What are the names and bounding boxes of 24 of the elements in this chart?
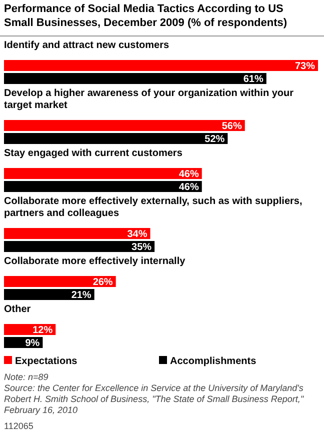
- chart-title: Performance of Social Media Tactics According to US Small Businesses, December 2009 (% of respondents): [4, 3, 288, 29]
- y-tick-label: Collaborate more effectively internally: [4, 256, 186, 267]
- y-tick-label: Identify and attract new customers: [4, 40, 170, 51]
- data-label: 52%: [204, 134, 225, 145]
- text: Note: n=89: [4, 372, 48, 382]
- y-tick-label: Other: [4, 304, 31, 315]
- data-label: 61%: [243, 74, 264, 85]
- data-label: 9%: [25, 338, 40, 349]
- data-label: 12%: [32, 325, 53, 336]
- legend-label: Expectations: [15, 356, 78, 367]
- data-label: 26%: [92, 277, 113, 288]
- source-note: Source: the Center for Excellence in Service at the University of Maryland's Robert H. Smith School of Business, "The State of Small Business Report," February 16, 2010: [4, 383, 304, 415]
- text: 112065: [4, 421, 34, 431]
- data-label: 35%: [132, 242, 152, 253]
- data-label: 34%: [127, 229, 148, 240]
- data-label: 73%: [294, 61, 316, 72]
- y-tick-label: Develop a higher awareness of your organization within your target market: [4, 88, 294, 111]
- data-label: 21%: [71, 290, 92, 301]
- data-label: 46%: [178, 169, 199, 180]
- legend-label: Accomplishments: [170, 356, 257, 367]
- data-label: 46%: [178, 182, 199, 193]
- y-tick-label: Stay engaged with current customers: [4, 148, 183, 159]
- data-label: 56%: [222, 121, 242, 132]
- y-tick-label: Collaborate more effectively externally, such as with suppliers, partners and colleagues: [4, 196, 302, 219]
